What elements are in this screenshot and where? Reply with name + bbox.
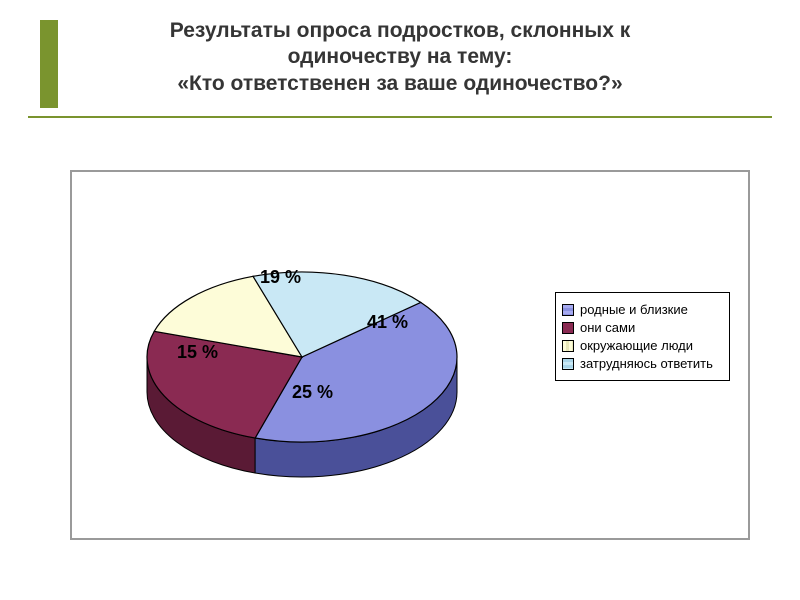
legend-label: они сами: [580, 320, 635, 335]
pie-slice-label: 19 %: [260, 267, 301, 288]
pie-svg: [122, 207, 482, 527]
legend-swatch: [562, 340, 574, 352]
legend-label: окружающие люди: [580, 338, 693, 353]
pie-chart: 41 % 25 % 15 % 19 %: [122, 207, 462, 507]
title-underline: [28, 116, 772, 118]
legend-swatch: [562, 304, 574, 316]
legend: родные и близкие они сами окружающие люди з…: [555, 292, 730, 381]
chart-container: 41 % 25 % 15 % 19 % родные и близкие они сам…: [70, 170, 750, 540]
page-title: Результаты опроса подростков, склонных к…: [0, 0, 800, 107]
legend-swatch: [562, 322, 574, 334]
pie-slice-label: 15 %: [177, 342, 218, 363]
legend-swatch: [562, 358, 574, 370]
legend-item: родные и близкие: [562, 302, 723, 317]
title-line-1: Результаты опроса подростков, склонных к: [40, 18, 760, 44]
title-line-3: «Кто ответственен за ваше одиночество?»: [40, 71, 760, 97]
title-line-2: одиночеству на тему:: [40, 44, 760, 70]
legend-item: окружающие люди: [562, 338, 723, 353]
accent-bar: [40, 20, 58, 108]
legend-item: они сами: [562, 320, 723, 335]
legend-label: родные и близкие: [580, 302, 688, 317]
pie-slice-label: 25 %: [292, 382, 333, 403]
legend-label: затрудняюсь ответить: [580, 356, 713, 371]
pie-slice-label: 41 %: [367, 312, 408, 333]
legend-item: затрудняюсь ответить: [562, 356, 723, 371]
